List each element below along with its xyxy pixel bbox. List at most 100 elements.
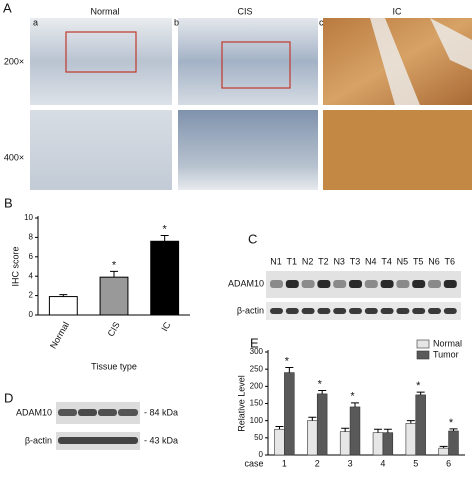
- bar: [316, 393, 328, 456]
- x-tick-label: 1: [282, 458, 287, 468]
- band: [301, 308, 315, 314]
- band: [301, 280, 315, 288]
- band: [443, 280, 457, 288]
- image-detail: [370, 18, 472, 105]
- panel-label: E: [250, 335, 259, 350]
- bar: [284, 372, 295, 456]
- error-bar: [110, 270, 118, 278]
- band: [428, 308, 441, 314]
- bar: [99, 276, 129, 316]
- y-tick-label: 150: [250, 399, 264, 408]
- bar: [349, 406, 361, 456]
- error-bar: [59, 294, 68, 297]
- band: [396, 280, 410, 288]
- zoom-box: [65, 31, 137, 73]
- lane-label: N2: [302, 256, 314, 266]
- error-bar: [416, 391, 425, 395]
- y-axis-label: Relative Level: [236, 375, 246, 432]
- column-letter: b: [174, 17, 179, 27]
- y-tick-label: 0: [259, 450, 264, 459]
- image: [178, 18, 318, 105]
- band: [412, 280, 426, 288]
- error-bar: [439, 445, 448, 449]
- annotation: *: [163, 223, 168, 235]
- image: [323, 110, 472, 190]
- blot-row-label: β-actin: [237, 305, 264, 315]
- y-tick-label: 0: [29, 310, 34, 319]
- y-tick-label: 6: [29, 252, 34, 261]
- band: [380, 308, 394, 314]
- y-tick-label: 100: [250, 416, 264, 425]
- panel-label: D: [4, 390, 13, 405]
- band: [396, 308, 410, 314]
- band: [364, 308, 378, 314]
- lane-label: N1: [270, 256, 282, 266]
- band: [270, 308, 283, 314]
- image: [30, 18, 172, 105]
- lane-label: N5: [397, 256, 409, 266]
- error-bar: [406, 420, 415, 424]
- bar: [405, 423, 417, 456]
- blot-size: - 43 kDa: [144, 435, 178, 445]
- band: [317, 280, 331, 288]
- error-bar: [285, 366, 294, 373]
- x-tick-label: 6: [446, 458, 451, 468]
- y-axis-label: IHC score: [10, 246, 20, 286]
- image: [178, 110, 318, 190]
- legend-swatch: [416, 350, 430, 360]
- lane-label: N6: [428, 256, 440, 266]
- x-tick-label: Normal: [48, 320, 71, 350]
- bar: [372, 432, 384, 456]
- image: [30, 110, 172, 190]
- y-tick-label: 50: [254, 433, 263, 442]
- error-bar: [318, 389, 327, 394]
- band: [270, 280, 283, 288]
- error-bar: [351, 402, 360, 407]
- band: [317, 308, 331, 314]
- annotation: *: [449, 417, 454, 429]
- band: [349, 280, 362, 288]
- column-title: IC: [393, 6, 403, 16]
- annotation: *: [112, 259, 117, 271]
- bar: [448, 430, 459, 456]
- band: [58, 409, 77, 416]
- annotation: *: [416, 380, 421, 392]
- y-tick-label: 4: [29, 271, 34, 280]
- band: [380, 280, 394, 288]
- annotation: *: [350, 391, 355, 403]
- column-title: Normal: [90, 6, 119, 16]
- blot: [266, 302, 461, 320]
- annotation: *: [318, 378, 323, 390]
- micrographs: [30, 18, 472, 190]
- bar: [415, 394, 426, 456]
- band: [78, 409, 97, 416]
- x-tick-label: 2: [315, 458, 320, 468]
- bar: [339, 431, 351, 456]
- y-tick-label: 250: [250, 364, 264, 373]
- lane-label: T1: [287, 256, 298, 266]
- band: [98, 409, 117, 416]
- x-tick-label: 4: [380, 458, 385, 468]
- band: [443, 308, 457, 314]
- band: [333, 280, 347, 288]
- error-bar: [160, 234, 169, 242]
- bar: [274, 428, 285, 456]
- annotation: *: [285, 355, 290, 367]
- bar: [48, 296, 78, 316]
- band: [333, 308, 347, 314]
- y-tick-label: 2: [29, 291, 34, 300]
- blot-row-label: ADAM10: [16, 407, 52, 417]
- lane-label: T4: [381, 256, 392, 266]
- y-tick-label: 200: [250, 381, 264, 390]
- bar: [382, 432, 394, 456]
- y-tick-label: 10: [24, 213, 33, 222]
- legend-label: Tumor: [433, 349, 459, 359]
- zoom-box: [221, 41, 291, 89]
- panel-label: B: [4, 195, 13, 210]
- legend-label: Normal: [433, 338, 462, 348]
- column-letter: a: [33, 17, 38, 27]
- error-bar: [449, 428, 458, 431]
- x-axis-label: Tissue type: [91, 361, 137, 371]
- lane-label: N4: [365, 256, 377, 266]
